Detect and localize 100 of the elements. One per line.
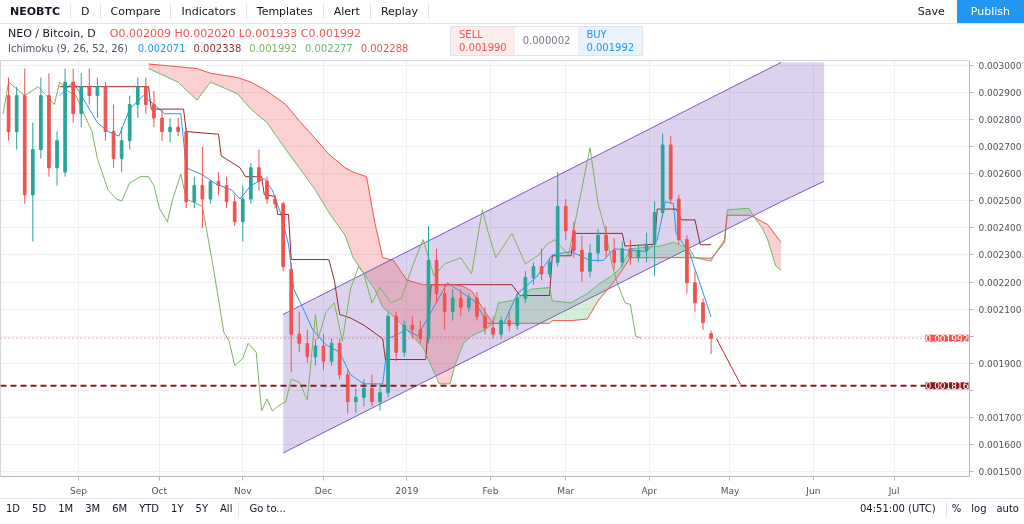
candlestick: [523, 270, 528, 304]
text: 5D: [31, 502, 48, 517]
x-tick-label: Apr: [641, 485, 658, 496]
line-series: [2, 81, 642, 412]
candlestick: [176, 117, 180, 137]
candlestick: [119, 126, 124, 173]
chart-subtitle: O0.002009 H0.002020 L0.001933 C0.001992: [109, 27, 361, 40]
text: SELL: [459, 29, 483, 40]
candlestick: [370, 374, 374, 407]
text: 0.001992: [586, 42, 635, 53]
candlestick: [329, 338, 334, 367]
text: Publish: [956, 0, 1024, 24]
text: 0.000002: [521, 34, 572, 48]
y-tick-label: 0.002200: [978, 277, 1022, 288]
candlestick: [232, 194, 237, 227]
candlestick: [216, 171, 221, 196]
candlestick: [628, 239, 633, 266]
text: Go to...: [238, 502, 296, 517]
y-tick-label: 0.001700: [978, 412, 1022, 423]
ref-line-label: 0.001992: [925, 333, 969, 344]
candlestick: [313, 338, 318, 367]
x-tick-label: Nov: [233, 485, 253, 496]
candlestick: [273, 194, 277, 209]
candlestick: [612, 237, 617, 270]
candlestick: [539, 248, 544, 281]
text: Replay: [370, 3, 430, 20]
text: 0.002071: [137, 43, 186, 54]
x-tick-label: Sep: [70, 485, 88, 496]
candlestick: [192, 176, 197, 209]
y-tick-label: 0.002700: [978, 142, 1022, 153]
y-tick-label: 0.002400: [978, 223, 1022, 234]
y-tick-label: 0.002600: [978, 169, 1022, 180]
y-tick-label: 0.002500: [978, 196, 1022, 207]
candlestick: [240, 185, 245, 242]
text: %: [950, 502, 963, 517]
text: 0.001990: [459, 42, 507, 53]
y-tick-label: 0.002300: [978, 250, 1022, 261]
y-tick-label: 0.002100: [978, 304, 1022, 315]
x-tick-label: Jul: [887, 485, 900, 496]
text: 04:51:00 (UTC): [850, 502, 947, 517]
text: auto: [995, 502, 1020, 517]
x-tick-label: May: [720, 485, 740, 496]
text: Templates: [246, 3, 324, 20]
candlestick: [467, 293, 471, 313]
x-tick-label: Feb: [482, 485, 499, 496]
x-tick-label: 2019: [395, 485, 419, 496]
y-tick-label: 0.001900: [978, 358, 1022, 369]
candlestick: [547, 257, 552, 278]
candlestick: [596, 228, 600, 263]
candlestick: [160, 108, 164, 142]
candlestick: [208, 180, 213, 205]
x-tick-label: Oct: [151, 485, 168, 496]
candlestick: [353, 387, 358, 413]
y-tick-label: 0.003000: [978, 61, 1022, 72]
candlestick: [701, 297, 705, 331]
text: Ichimoku (9, 26, 52, 26): [8, 43, 128, 54]
text: 1Y: [170, 502, 185, 517]
text: Compare: [100, 3, 172, 20]
candlestick: [257, 149, 261, 191]
candlestick: [693, 270, 697, 313]
text: D: [71, 3, 101, 20]
text: 0.002338: [193, 43, 242, 54]
x-tick-label: Jun: [805, 485, 821, 496]
y-tick-label: 0.001500: [978, 466, 1022, 477]
text: 6M: [111, 502, 129, 517]
candlestick: [135, 77, 140, 119]
text: 1M: [57, 502, 75, 517]
candlestick: [531, 261, 536, 286]
x-tick-label: Dec: [314, 485, 333, 496]
candlestick: [95, 77, 100, 119]
candlestick: [499, 315, 503, 340]
candlestick: [620, 240, 625, 268]
text: 1D: [5, 502, 22, 517]
text: 0.002288: [360, 43, 409, 54]
y-tick-label: 0.001600: [978, 439, 1022, 450]
text: Alert: [323, 3, 371, 20]
text: BUY: [586, 29, 607, 40]
text: 3M: [84, 502, 102, 517]
candlestick: [636, 243, 641, 263]
text: 0.001992: [249, 43, 297, 54]
candlestick: [265, 176, 269, 205]
candlestick: [152, 90, 156, 128]
candlestick: [144, 77, 148, 115]
y-tick-label: 0.002900: [978, 88, 1022, 99]
text: 5Y: [194, 502, 209, 517]
candlestick: [571, 221, 576, 259]
candlestick: [458, 288, 463, 317]
text: log: [970, 502, 988, 517]
text: 0.002277: [305, 43, 353, 54]
text: Indicators: [171, 3, 247, 20]
candlestick: [224, 176, 229, 209]
y-tick-label: 0.002800: [978, 115, 1022, 126]
text: All: [219, 502, 234, 517]
ref-line-label: 0.001816: [925, 381, 969, 392]
candlestick: [604, 225, 608, 259]
text: NEOBTC: [0, 3, 72, 20]
candlestick: [580, 234, 584, 283]
candlestick: [450, 288, 455, 322]
candlestick: [378, 383, 382, 412]
candlestick: [200, 146, 205, 229]
